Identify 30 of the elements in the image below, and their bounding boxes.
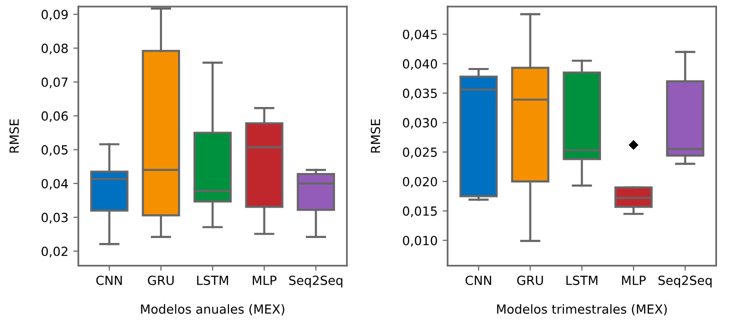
y-tick-label: 0,05 — [42, 145, 68, 156]
y-axis-title: RMSE — [9, 119, 19, 153]
y-tick-label: 0,02 — [42, 246, 68, 258]
x-tick-label: GRU — [517, 276, 543, 286]
x-tick-label: Seq2Seq — [658, 276, 712, 288]
x-tick-label: LSTM — [197, 276, 228, 286]
x-tick-label: MLP — [252, 276, 276, 285]
y-tick-label: 0,06 — [42, 111, 68, 122]
y-tick-label: 0,025 — [402, 147, 437, 158]
y-tick-label: 0,04 — [42, 178, 68, 190]
y-tick-label: 0,03 — [42, 212, 68, 224]
x-tick-label: GRU — [148, 276, 174, 286]
x-axis-title: Modelos anuales (MEX) — [141, 304, 284, 316]
x-tick-label: Seq2Seq — [289, 276, 342, 288]
y-axis-title: RMSE — [370, 119, 380, 153]
x-tick-label: MLP — [622, 276, 646, 285]
y-tick-label: 0,08 — [42, 44, 68, 54]
y-tick-label: 0,035 — [402, 88, 437, 100]
x-axis-title: Modelos trimestrales (MEX) — [497, 304, 667, 316]
y-tick-label: 0,030 — [402, 118, 438, 129]
y-tick-label: 0,040 — [402, 59, 438, 70]
y-tick-label: 0,010 — [402, 236, 438, 247]
x-tick-label: LSTM — [566, 276, 598, 286]
y-tick-label: 0,015 — [402, 206, 437, 218]
y-tick-label: 0,09 — [42, 10, 68, 21]
x-tick-label: CNN — [466, 276, 492, 286]
y-tick-label: 0,020 — [402, 176, 438, 188]
y-tick-label: 0,045 — [402, 30, 437, 40]
y-tick-label: 0,07 — [42, 77, 68, 88]
x-tick-label: CNN — [96, 276, 122, 286]
